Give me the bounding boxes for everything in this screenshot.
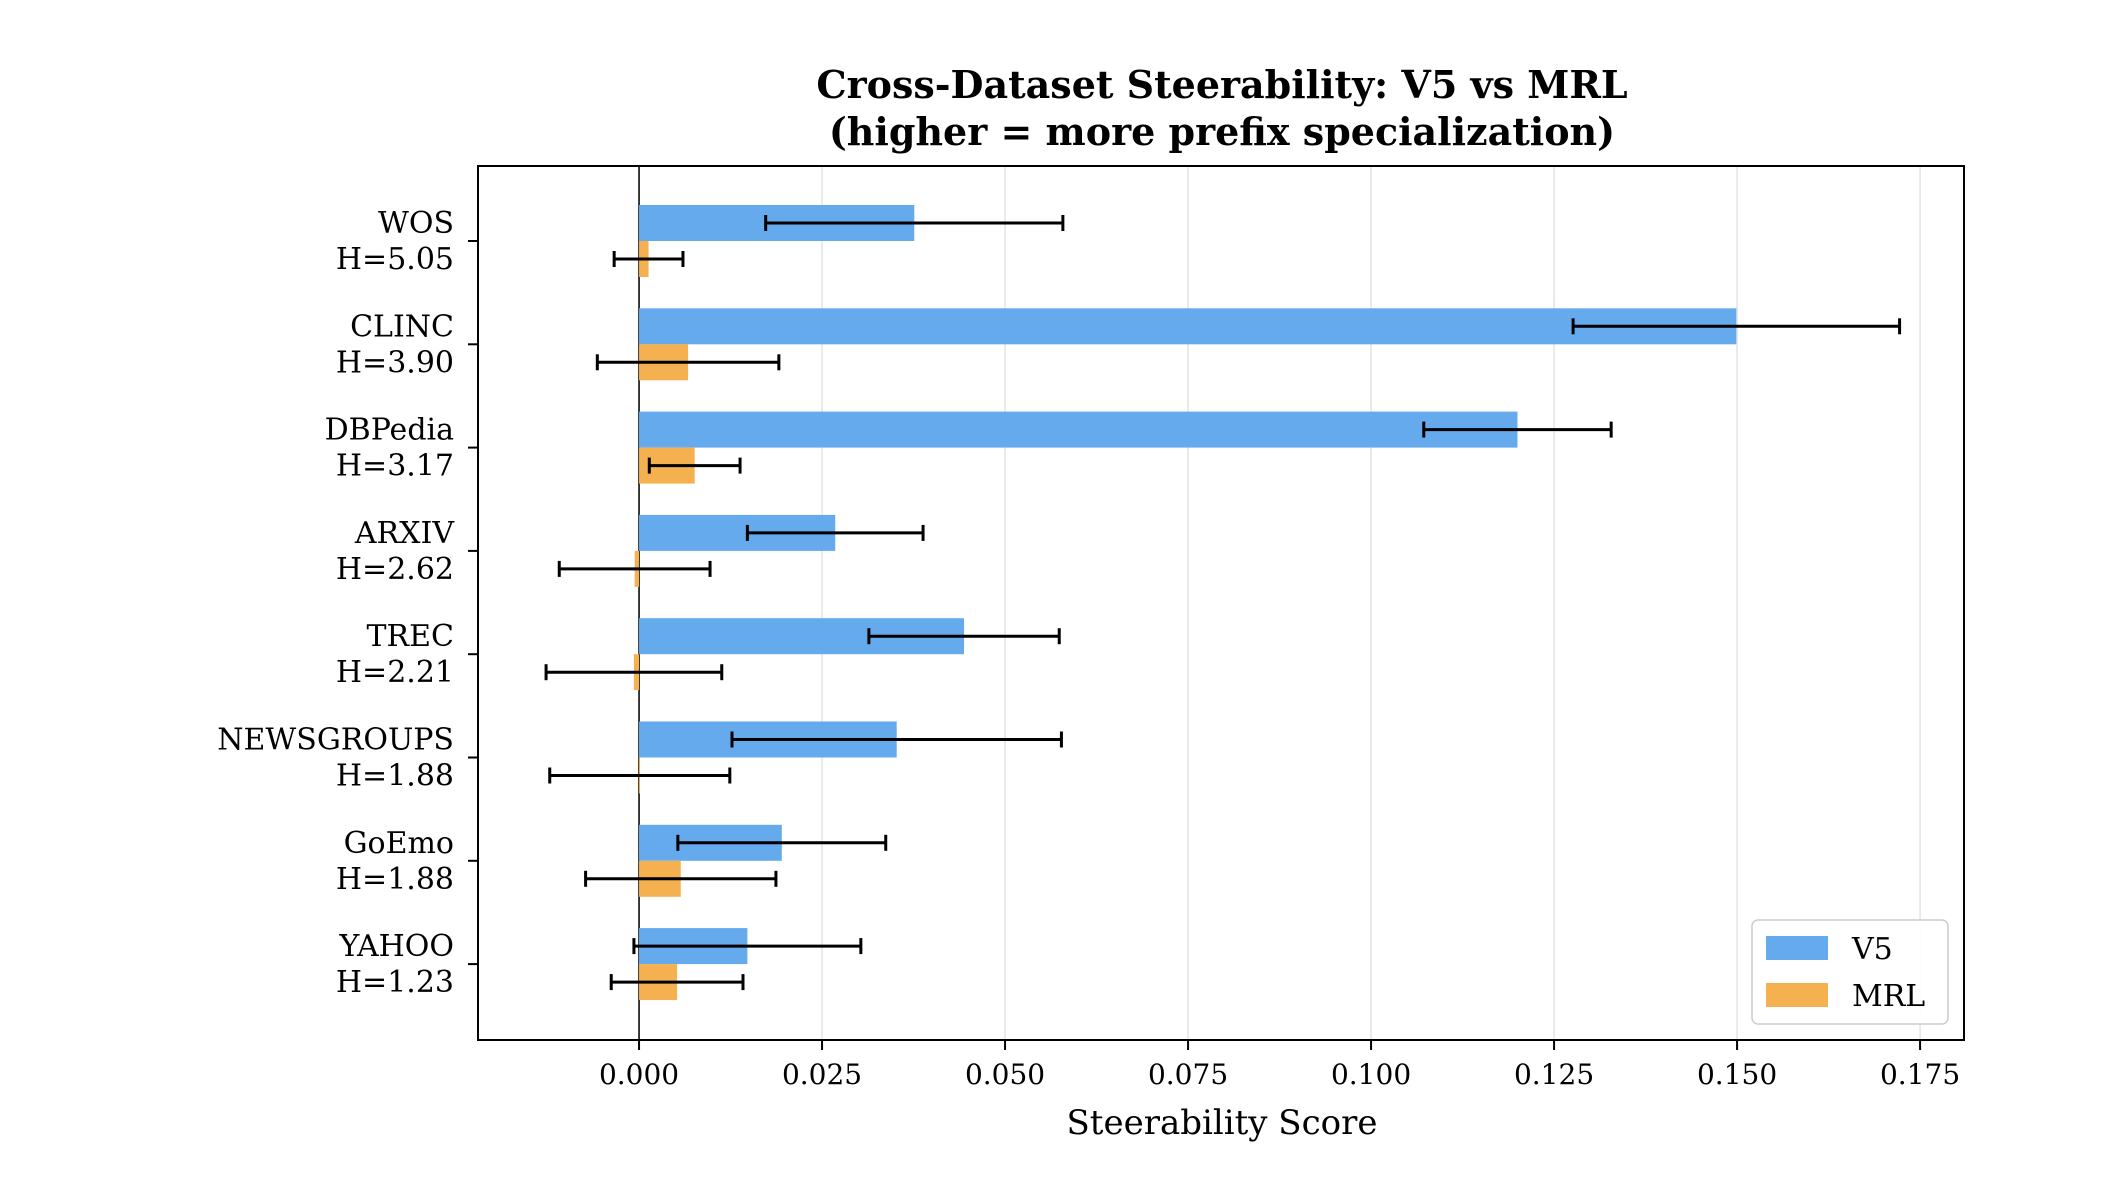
bars-layer xyxy=(633,205,1737,1001)
legend-swatch-mrl xyxy=(1766,983,1828,1007)
chart-title: Cross-Dataset Steerability: V5 vs MRL xyxy=(816,62,1627,107)
y-category-entropy-label: H=3.90 xyxy=(336,345,454,380)
grid-layer xyxy=(638,166,1921,1040)
bar-v5 xyxy=(639,308,1737,345)
legend: V5 MRL xyxy=(1751,919,1949,1025)
x-tick-label: 0.025 xyxy=(782,1058,862,1091)
y-category-entropy-label: H=5.05 xyxy=(336,242,454,277)
chart-subtitle: (higher = more prefix specialization) xyxy=(829,109,1615,154)
error-bars-layer xyxy=(544,215,1902,991)
y-category-label: GoEmo xyxy=(344,826,454,861)
y-category-label: DBPedia xyxy=(325,413,454,448)
y-category-entropy-label: H=2.62 xyxy=(336,552,454,587)
x-tick-label: 0.150 xyxy=(1697,1058,1777,1091)
legend-label-mrl: MRL xyxy=(1852,979,1925,1014)
x-ticks-layer: 0.000 0.025 0.050 0.075 0.100 0.125 0.150 0.175 xyxy=(599,1040,1960,1091)
y-category-label: WOS xyxy=(378,206,454,241)
y-category-label: NEWSGROUPS xyxy=(217,723,454,758)
x-tick-label: 0.000 xyxy=(599,1058,679,1091)
bar-v5 xyxy=(639,411,1518,448)
y-category-label: YAHOO xyxy=(339,929,455,964)
y-category-label: TREC xyxy=(367,619,454,654)
plot-area-frame xyxy=(477,165,1965,1041)
y-category-entropy-label: H=1.23 xyxy=(336,965,454,1000)
x-tick-label: 0.050 xyxy=(965,1058,1045,1091)
x-axis-label: Steerability Score xyxy=(1067,1103,1378,1143)
y-category-entropy-label: H=2.21 xyxy=(336,655,454,690)
y-category-entropy-label: H=1.88 xyxy=(336,862,454,897)
legend-label-v5: V5 xyxy=(1851,932,1893,967)
y-category-entropy-label: H=3.17 xyxy=(336,449,454,484)
y-category-label: CLINC xyxy=(350,309,454,344)
y-category-entropy-label: H=1.88 xyxy=(336,759,454,794)
x-tick-label: 0.175 xyxy=(1880,1058,1960,1091)
y-ticks-layer: WOSH=5.05CLINCH=3.90DBPediaH=3.17ARXIVH=… xyxy=(217,206,478,1000)
x-tick-label: 0.125 xyxy=(1514,1058,1594,1091)
x-tick-label: 0.100 xyxy=(1331,1058,1411,1091)
x-tick-label: 0.075 xyxy=(1148,1058,1228,1091)
legend-swatch-v5 xyxy=(1766,936,1828,960)
y-category-label: ARXIV xyxy=(354,516,455,551)
